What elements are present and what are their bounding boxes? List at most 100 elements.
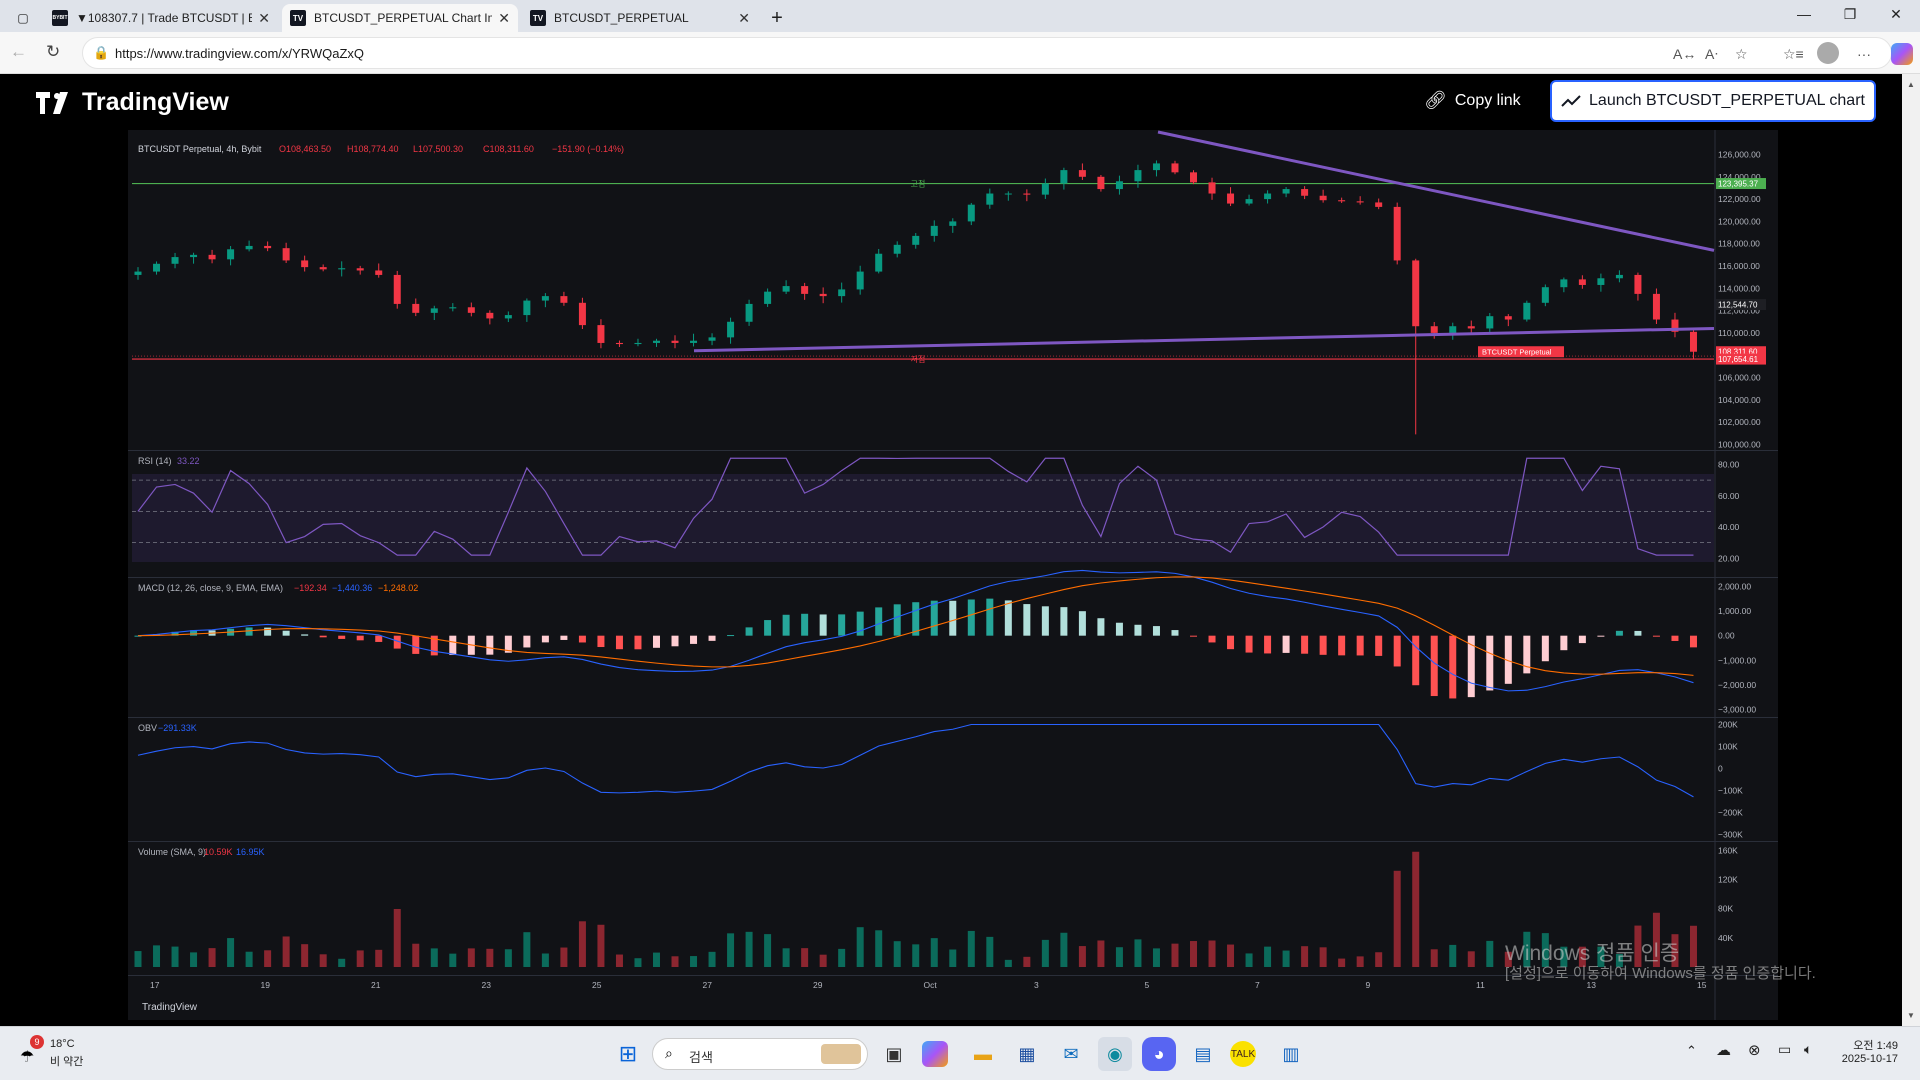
notepad-icon[interactable]: ▤ xyxy=(1194,1043,1212,1064)
rsi-label: RSI (14) xyxy=(138,456,172,466)
legend-open: O108,463.50 xyxy=(279,144,331,154)
favorite-star-icon[interactable]: ☆ xyxy=(1735,46,1748,62)
volume-bar xyxy=(634,958,642,967)
more-menu-icon[interactable]: ··· xyxy=(1857,46,1871,62)
onedrive-icon[interactable]: ☁ xyxy=(1716,1042,1731,1059)
volume-bar xyxy=(912,944,920,967)
obv-value: −291.33K xyxy=(158,723,197,733)
price-tick-label: 122,000.00 xyxy=(1718,194,1761,204)
minimize-button[interactable]: — xyxy=(1797,6,1811,22)
candle-body xyxy=(1171,163,1179,173)
volume-bar xyxy=(801,948,809,967)
file-explorer-icon[interactable]: ▬ xyxy=(974,1043,992,1064)
macd-histogram-bar xyxy=(1152,626,1160,636)
macd-tick-label: −2,000.00 xyxy=(1718,680,1756,690)
taskbar-search[interactable]: ⌕ 검색 xyxy=(652,1038,868,1070)
app-tray-icon[interactable]: ⊗ xyxy=(1748,1042,1761,1059)
scroll-up-icon[interactable]: ▲ xyxy=(1907,80,1915,89)
store-icon[interactable]: ▦ xyxy=(1018,1043,1036,1064)
back-arrow-icon[interactable]: ← xyxy=(10,42,27,61)
macd-histogram-bar xyxy=(1245,635,1253,653)
outlook-icon[interactable]: ✉ xyxy=(1063,1043,1079,1064)
macd-histogram-bar xyxy=(541,635,549,643)
url-text[interactable]: https://www.tradingview.com/x/YRWQaZxQ xyxy=(115,46,364,61)
macd-histogram-bar xyxy=(1171,630,1179,636)
macd-histogram-bar xyxy=(1041,606,1049,636)
close-tab-icon[interactable]: ✕ xyxy=(738,9,750,26)
scroll-down-icon[interactable]: ▼ xyxy=(1907,1011,1915,1020)
macd-histogram-bar xyxy=(1115,622,1123,636)
close-window-button[interactable]: ✕ xyxy=(1890,6,1902,22)
browser-tab-perpetual[interactable]: TV BTCUSDT_PERPETUAL ✕ xyxy=(522,4,758,32)
copilot-app-icon[interactable] xyxy=(922,1041,948,1067)
time-axis-label: 19 xyxy=(261,980,271,990)
macd-histogram-bar xyxy=(319,635,327,638)
task-view-icon[interactable]: ▣ xyxy=(885,1043,903,1064)
ascending-trendline xyxy=(693,326,1715,353)
time-axis-label: 25 xyxy=(592,980,602,990)
launch-chart-button[interactable]: Launch BTCUSDT_PERPETUAL chart xyxy=(1550,80,1876,122)
copy-link-button[interactable]: 🔗︎ Copy link xyxy=(1424,90,1521,111)
translate-icon[interactable]: A↔ xyxy=(1673,46,1697,62)
last-price-tag: 108,311.60 xyxy=(1718,348,1758,357)
browser-tab-chart-image[interactable]: TV BTCUSDT_PERPETUAL Chart Image ✕ xyxy=(282,4,518,32)
close-tab-icon[interactable]: ✕ xyxy=(258,9,270,26)
candle-body xyxy=(1541,287,1549,303)
windows-logo-icon: ⊞ xyxy=(618,1041,638,1066)
calculator-icon[interactable]: ▥ xyxy=(1282,1043,1300,1064)
network-icon[interactable]: ▭ xyxy=(1778,1041,1792,1057)
macd-label: MACD (12, 26, close, 9, EMA, EMA) xyxy=(138,583,283,593)
volume-bar xyxy=(1689,925,1697,967)
edge-icon[interactable]: ◉ xyxy=(1098,1037,1132,1071)
site-info-icon[interactable]: 🔒 xyxy=(93,45,110,60)
volume-bar xyxy=(615,954,623,967)
candle-body xyxy=(282,248,290,261)
price-tick-label: 112,000.00 xyxy=(1718,306,1760,316)
restore-button[interactable]: ❐ xyxy=(1843,6,1857,22)
start-button[interactable]: ⊞ xyxy=(611,1037,645,1071)
volume-icon[interactable]: 🔈︎ xyxy=(1804,1041,1813,1057)
symbol-price-tag: BTCUSDT Perpetual xyxy=(1482,348,1552,357)
volume-bar xyxy=(134,951,142,967)
close-tab-icon[interactable]: ✕ xyxy=(498,9,510,26)
browser-tab-bybit[interactable]: BYBIT ▼108307.7 | Trade BTCUSDT | Bybit … xyxy=(44,4,278,32)
volume-bar xyxy=(171,946,179,967)
kakaotalk-icon[interactable]: TALK xyxy=(1230,1041,1256,1067)
candle-body xyxy=(838,289,846,297)
chevron-up-icon[interactable]: ⌃ xyxy=(1686,1043,1697,1058)
tradingview-logo[interactable]: TradingView xyxy=(36,88,229,117)
tab-actions-button[interactable]: ▢ xyxy=(6,4,40,32)
candle-body xyxy=(1245,199,1253,204)
clock-time[interactable]: 오전 1:49 xyxy=(1853,1040,1898,1052)
macd-histogram-bar xyxy=(1208,635,1216,643)
volume-bar xyxy=(1375,952,1383,967)
macd-histogram-bar xyxy=(634,635,642,650)
volume-bar xyxy=(1393,870,1401,967)
candle-body xyxy=(486,312,494,319)
candle-body xyxy=(1689,331,1697,352)
discord-icon[interactable]: ◕ xyxy=(1142,1037,1176,1071)
volume-bar xyxy=(764,934,772,967)
url-bar[interactable]: 🔒 https://www.tradingview.com/x/YRWQaZxQ… xyxy=(82,37,1913,69)
tab-title: BTCUSDT_PERPETUAL Chart Image xyxy=(314,11,492,25)
macd-line xyxy=(137,569,1694,692)
macd-histogram-bar xyxy=(745,627,753,636)
volume-bar xyxy=(208,948,216,967)
new-tab-button[interactable]: + xyxy=(762,4,792,32)
refresh-icon[interactable]: ↻ xyxy=(46,42,61,61)
page-scrollbar[interactable]: ▲ ▼ xyxy=(1902,74,1920,1026)
candle-body xyxy=(930,225,938,236)
weather-widget[interactable]: ☂ 9 18°C 비 약간 xyxy=(20,1035,220,1073)
clock-date[interactable]: 2025-10-17 xyxy=(1841,1053,1898,1065)
macd-histogram-bar xyxy=(615,635,623,650)
current-price-tag: 112,544.70 xyxy=(1718,301,1758,310)
volume-bar xyxy=(1115,947,1123,967)
profile-avatar[interactable] xyxy=(1817,42,1839,64)
copilot-icon[interactable] xyxy=(1891,43,1913,65)
candle-body xyxy=(745,303,753,322)
favorites-list-icon[interactable]: ☆≡ xyxy=(1783,46,1804,62)
time-axis-label: 7 xyxy=(1255,980,1260,990)
time-axis-label: 3 xyxy=(1034,980,1039,990)
candle-body xyxy=(338,268,346,270)
read-aloud-icon[interactable]: Aᐧ xyxy=(1705,46,1718,62)
